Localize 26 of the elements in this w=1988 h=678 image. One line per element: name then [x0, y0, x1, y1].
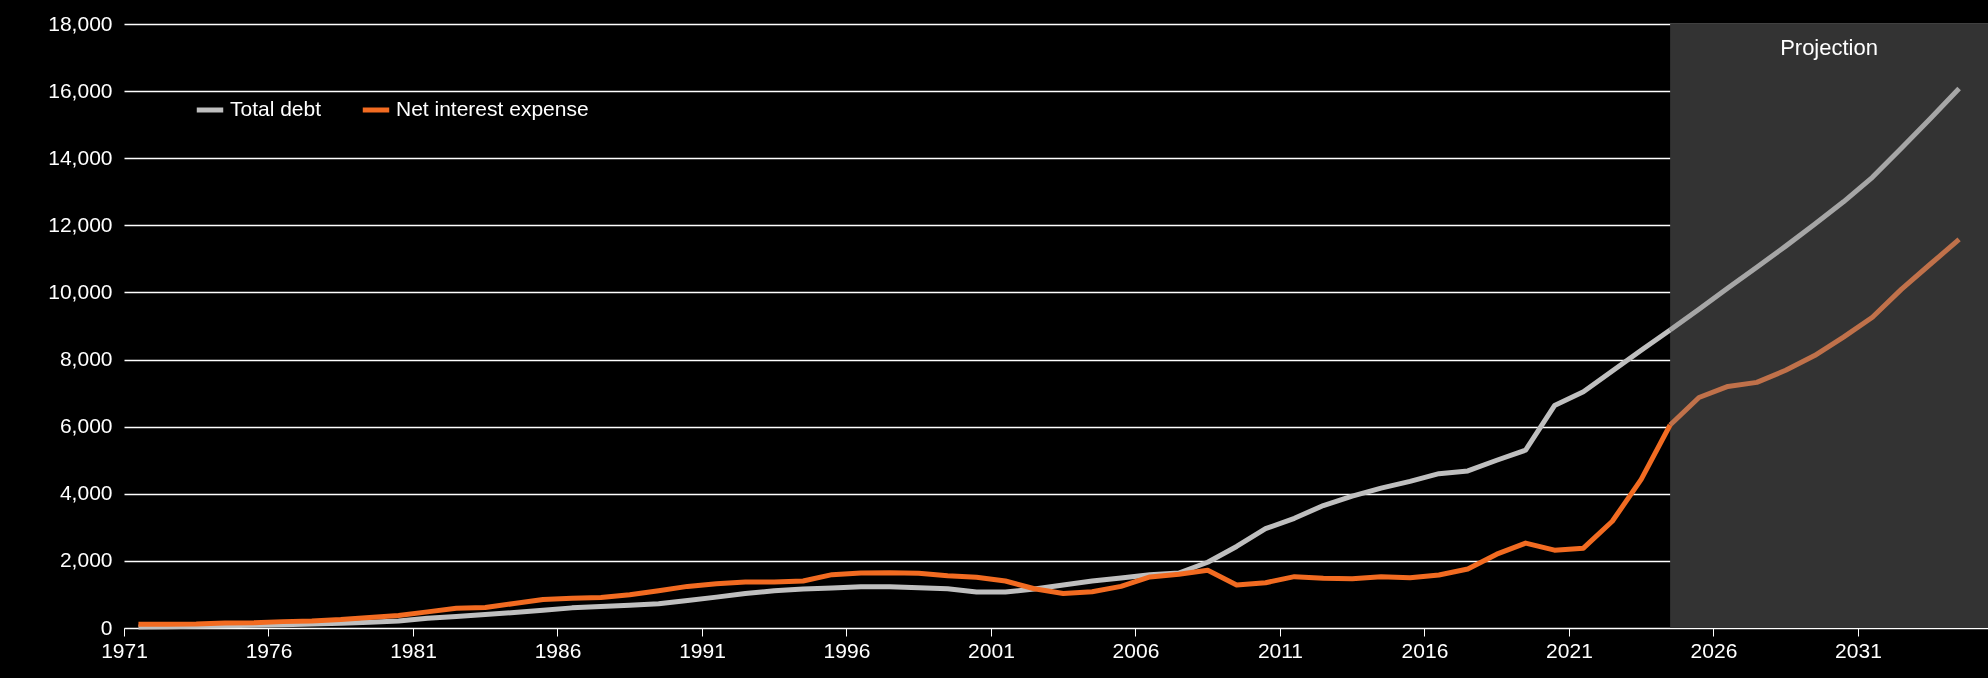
x-tick-label: 2006 [1112, 638, 1160, 662]
x-tick-label: 2031 [1835, 638, 1882, 662]
x-tick-label: 1991 [679, 638, 726, 662]
legend-label: Total debt [230, 97, 322, 120]
x-tick-label: 2016 [1401, 638, 1449, 662]
y-tick-label: 2,000 [59, 548, 113, 572]
y-tick-label: 4,000 [59, 481, 113, 505]
x-tick-label: 2001 [968, 638, 1015, 662]
y-tick-label: 6,000 [59, 414, 113, 438]
x-tick-label: 1996 [823, 638, 871, 662]
y-tick-label: 0 [100, 615, 113, 639]
legend-label: Net interest expense [396, 97, 589, 120]
y-tick-label: 14,000 [48, 145, 113, 169]
x-tick-label: 2021 [1546, 638, 1593, 662]
x-tick-label: 2026 [1690, 638, 1738, 662]
x-tick-label: 2011 [1257, 638, 1304, 662]
y-tick-label: 10,000 [48, 279, 113, 303]
x-tick-label: 1981 [390, 638, 437, 662]
y-tick-label: 12,000 [48, 212, 113, 236]
x-tick-label: 1976 [245, 638, 293, 662]
x-tick-label: 1986 [534, 638, 582, 662]
y-tick-label: 18,000 [48, 11, 113, 35]
y-tick-label: 8,000 [59, 347, 113, 371]
x-tick-label: 1971 [101, 638, 148, 662]
y-tick-label: 16,000 [48, 78, 113, 102]
band-label: Projection [1780, 35, 1878, 60]
